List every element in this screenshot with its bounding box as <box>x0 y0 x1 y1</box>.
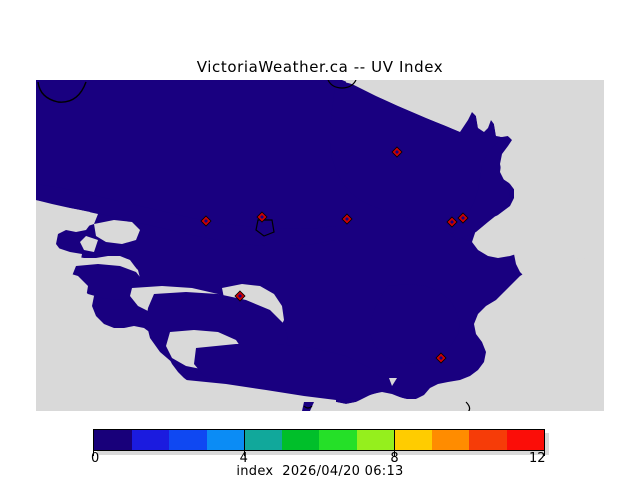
graticule-arc-northwest <box>37 81 87 103</box>
graticule-arc-topcentre <box>327 80 357 89</box>
colorbar-tickmark-4 <box>243 451 245 456</box>
station-diamond-core-icon <box>238 294 242 298</box>
inlet-northeast-notch <box>452 140 510 240</box>
land-sooke-notch <box>36 202 98 268</box>
land-west-tip <box>36 266 88 310</box>
colorbar-bin-6-7 <box>319 430 357 450</box>
colorbar-tickmark-0 <box>93 451 94 456</box>
uv-field-northeast-arm <box>330 80 515 241</box>
colorbar-tick-label-4: 4 <box>239 451 248 466</box>
water-inner-harbour <box>72 264 144 300</box>
colorbar-bin-3-4 <box>206 430 244 450</box>
map-canvas <box>36 80 604 411</box>
colorbar-bin-11-12 <box>506 430 544 450</box>
strait-juan-de-fuca <box>36 184 336 246</box>
page-title: VictoriaWeather.ca -- UV Index <box>196 58 444 76</box>
colorbar-bin-7-8 <box>356 430 394 450</box>
notch-bottom-centre <box>302 402 314 411</box>
colorbar[interactable] <box>93 429 545 451</box>
peninsula-southeast <box>370 284 460 364</box>
colorbar-tick-4 <box>243 429 245 451</box>
colorbar-bin-0-1 <box>94 430 132 450</box>
coastline-layer <box>36 80 604 411</box>
colorbar-tick-label-0: 0 <box>91 451 100 466</box>
colorbar-bin-9-10 <box>431 430 469 450</box>
station-sooke-basin-marker[interactable] <box>256 211 268 223</box>
colorbar-tickmark-8 <box>394 451 396 456</box>
station-diamond-core-icon <box>439 356 443 360</box>
land-southwest-shelf <box>36 200 336 411</box>
colorbar-region[interactable] <box>93 429 549 456</box>
island-small-south-notch <box>389 378 397 386</box>
island-northwest-pair <box>80 220 140 252</box>
colorbar-bin-4-5 <box>244 430 282 450</box>
coast-mark-bottom-right <box>465 401 471 411</box>
station-oak-bay-marker[interactable] <box>435 352 447 364</box>
colorbar-tick-8 <box>394 429 396 451</box>
colorbar-tickmark-12 <box>544 451 545 456</box>
map-panel[interactable] <box>36 80 604 411</box>
water-victoria-south <box>194 344 384 400</box>
colorbar-bin-1-2 <box>131 430 169 450</box>
colorbar-bin-10-11 <box>469 430 507 450</box>
colorbar-bin-8-9 <box>394 430 432 450</box>
colorbar-tick-label-12: 12 <box>529 451 546 466</box>
station-diamond-core-icon <box>260 215 264 219</box>
land-bottom-shoreline <box>176 380 336 411</box>
station-diamond-core-icon <box>461 216 465 220</box>
colorbar-tick-label-8: 8 <box>390 451 399 466</box>
station-diamond-core-icon <box>395 150 399 154</box>
station-victoria-harbour-marker[interactable] <box>234 290 246 302</box>
colorbar-bin-5-6 <box>281 430 319 450</box>
coast-mark-bottom-left <box>303 405 313 409</box>
station-diamond-core-icon <box>450 220 454 224</box>
land-east-islands <box>514 230 604 278</box>
station-east-a-marker[interactable] <box>446 216 458 228</box>
station-east-b-marker[interactable] <box>457 212 469 224</box>
land-northeast-mainland <box>342 80 604 257</box>
station-marker-layer <box>200 146 469 364</box>
station-central-strait-marker[interactable] <box>341 213 353 225</box>
land-southeast-mainland <box>336 258 604 411</box>
colorbar-bin-2-3 <box>169 430 207 450</box>
harbour-outline-sooke <box>255 219 275 237</box>
colorbar-caption: index 2026/04/20 06:13 <box>236 464 404 479</box>
station-diamond-core-icon <box>345 217 349 221</box>
station-north-saanich-marker[interactable] <box>391 146 403 158</box>
station-west-inlet-marker[interactable] <box>200 215 212 227</box>
station-diamond-core-icon <box>204 219 208 223</box>
